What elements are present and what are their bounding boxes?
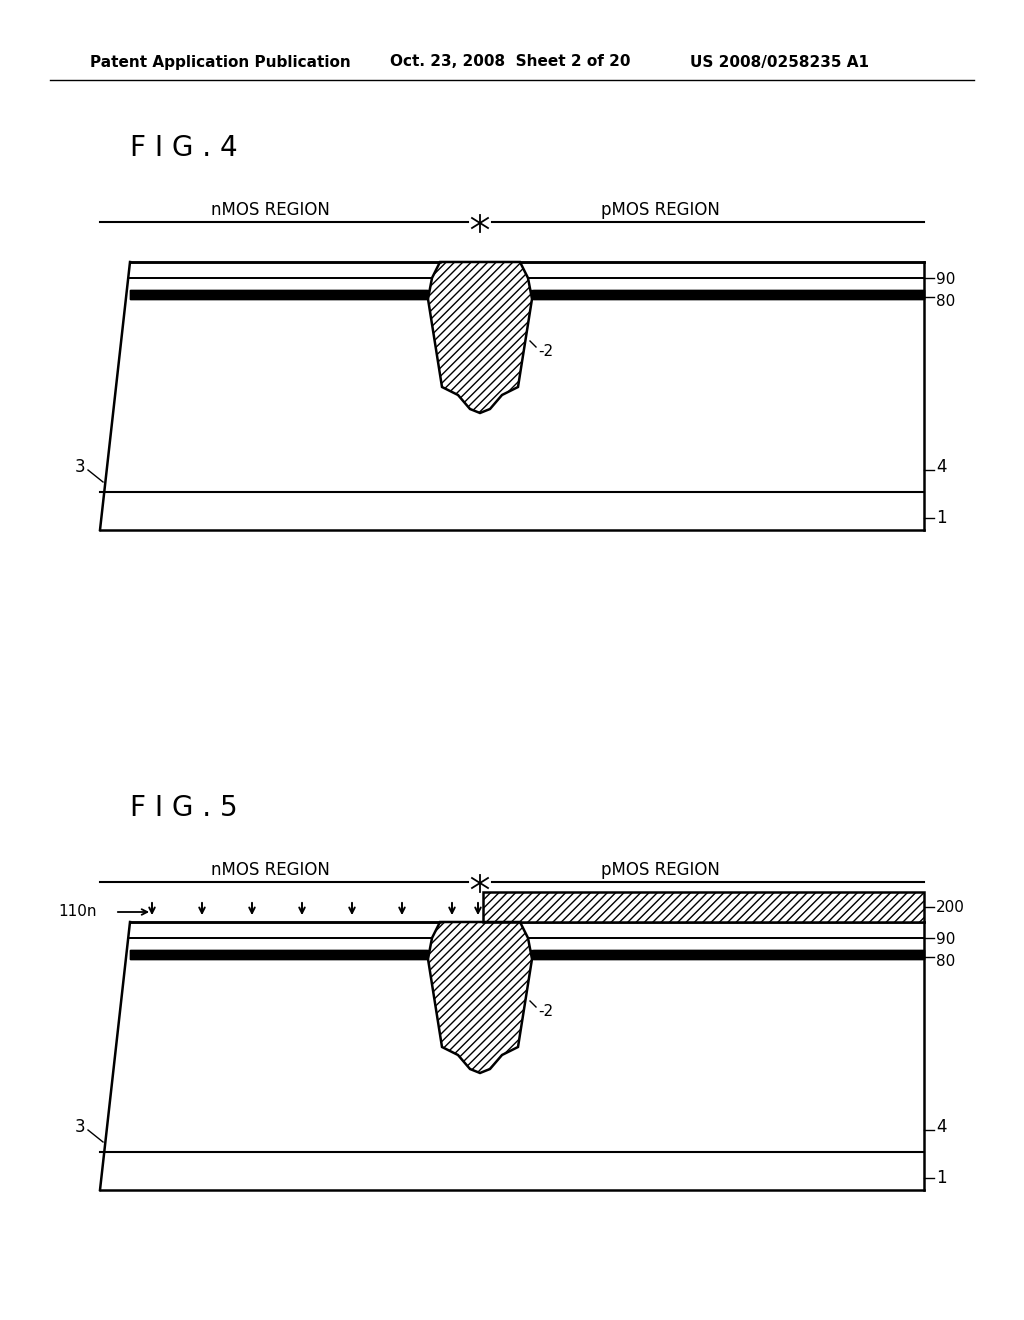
Text: US 2008/0258235 A1: US 2008/0258235 A1 (690, 54, 869, 70)
Text: 3: 3 (75, 1118, 85, 1137)
Text: 1: 1 (936, 1170, 946, 1187)
Text: nMOS REGION: nMOS REGION (211, 861, 330, 879)
Text: F I G . 5: F I G . 5 (130, 795, 238, 822)
Text: pMOS REGION: pMOS REGION (600, 201, 720, 219)
Text: 4: 4 (936, 458, 946, 477)
Text: 90: 90 (936, 272, 955, 286)
Text: 4: 4 (936, 1118, 946, 1137)
Text: -2: -2 (538, 1003, 553, 1019)
Text: Patent Application Publication: Patent Application Publication (90, 54, 351, 70)
Text: 1: 1 (936, 510, 946, 527)
Polygon shape (428, 261, 532, 413)
Text: 200: 200 (936, 899, 965, 915)
Text: nMOS REGION: nMOS REGION (211, 201, 330, 219)
Text: 90: 90 (936, 932, 955, 946)
Text: Oct. 23, 2008  Sheet 2 of 20: Oct. 23, 2008 Sheet 2 of 20 (390, 54, 631, 70)
Text: -2: -2 (538, 343, 553, 359)
Polygon shape (428, 921, 532, 1073)
Text: pMOS REGION: pMOS REGION (600, 861, 720, 879)
Text: 80: 80 (936, 293, 955, 309)
Text: 110n: 110n (58, 904, 97, 920)
Bar (483, 892, 924, 921)
Text: F I G . 4: F I G . 4 (130, 135, 238, 162)
Text: 80: 80 (936, 953, 955, 969)
Text: 3: 3 (75, 458, 85, 477)
